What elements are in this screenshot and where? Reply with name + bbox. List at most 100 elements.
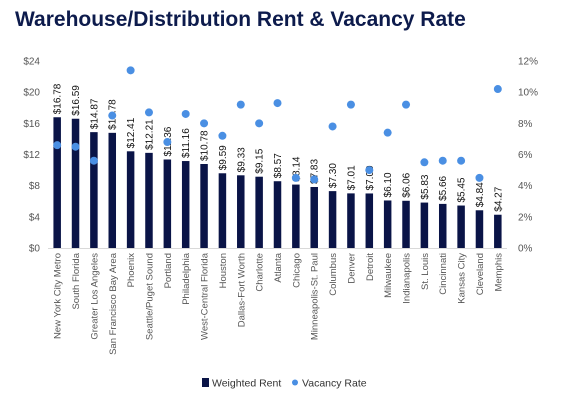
vacancy-point	[457, 156, 466, 165]
bar	[126, 151, 135, 248]
vacancy-point	[475, 173, 484, 182]
category-label: Indianapolis	[402, 253, 413, 304]
vacancy-point	[163, 138, 172, 147]
vacancy-point	[365, 166, 374, 175]
bar	[255, 176, 263, 248]
bar	[438, 203, 447, 248]
bar	[383, 200, 392, 248]
category-label: Columbus	[328, 253, 339, 296]
category-label: Milwaukee	[383, 253, 394, 298]
bar	[273, 181, 282, 248]
bar-data-label: $5.66	[438, 175, 449, 200]
category-label: Dallas-Fort Worth	[236, 253, 247, 327]
category-label: Philadelphia	[181, 252, 192, 304]
vacancy-point	[328, 122, 337, 131]
category-label: West-Central Florida	[200, 252, 211, 340]
category-label: Phoenix	[126, 253, 137, 288]
bar	[145, 152, 153, 248]
y-right-tick-label: 6%	[518, 150, 533, 161]
bar	[328, 191, 337, 248]
category-label: Portland	[163, 253, 174, 288]
vacancy-point	[108, 111, 117, 120]
vacancy-point	[144, 108, 153, 117]
category-label: Charlotte	[255, 253, 266, 292]
bar	[90, 132, 98, 248]
legend-swatch-vacancy	[292, 379, 298, 386]
vacancy-point	[218, 131, 227, 140]
category-label: Cincinnati	[438, 253, 449, 295]
bar-data-label: $6.10	[383, 172, 394, 197]
bar	[181, 161, 190, 248]
vacancy-point	[200, 119, 209, 128]
y-right-tick-label: 4%	[518, 181, 533, 192]
bar-data-label: $12.21	[144, 119, 155, 150]
bar	[163, 159, 172, 248]
y-left-tick-label: $20	[23, 88, 40, 99]
y-left-tick-label: $0	[29, 244, 41, 255]
vacancy-point	[181, 109, 190, 118]
bar	[200, 164, 208, 248]
category-label: New York City Metro	[53, 253, 64, 339]
vacancy-point	[420, 158, 429, 167]
bar-data-label: $11.16	[181, 128, 192, 158]
bar	[475, 210, 484, 248]
bar-data-label: $9.33	[236, 147, 247, 172]
vacancy-point	[383, 128, 392, 137]
vacancy-point	[71, 142, 80, 151]
category-label: Minneapolis-St. Paul	[310, 253, 321, 340]
bar-data-label: $5.45	[457, 177, 468, 202]
bar	[402, 200, 410, 248]
vacancy-point	[438, 156, 447, 165]
bar-data-label: $7.30	[328, 163, 339, 188]
bar-data-label: $7.83	[310, 159, 321, 184]
vacancy-point	[310, 175, 319, 184]
vacancy-point	[291, 173, 300, 182]
chart-title: Warehouse/Distribution Rent & Vacancy Ra…	[15, 8, 466, 31]
bar	[71, 118, 80, 248]
bar	[292, 184, 300, 248]
legend-label-rent: Weighted Rent	[212, 378, 281, 390]
bar	[53, 117, 61, 249]
bar-data-label: $9.59	[218, 145, 229, 170]
category-label: Detroit	[365, 253, 376, 281]
bar-data-label: $12.41	[126, 117, 137, 148]
bar-data-label: $16.78	[53, 83, 64, 114]
y-left-tick-label: $12	[23, 150, 40, 161]
vacancy-point	[126, 66, 135, 75]
y-right-tick-label: 12%	[518, 57, 538, 68]
bar-data-label: $7.01	[346, 165, 357, 190]
bar	[310, 186, 318, 248]
vacancy-point	[236, 100, 245, 109]
y-right-tick-label: 10%	[518, 88, 538, 99]
bar-data-label: $5.83	[420, 174, 431, 199]
y-right-tick-label: 0%	[518, 244, 533, 255]
category-label: Houston	[218, 253, 229, 288]
bar-data-label: $16.59	[71, 85, 82, 116]
bar	[218, 173, 227, 248]
vacancy-point	[346, 100, 355, 109]
category-label: Chicago	[291, 253, 302, 288]
y-left-tick-label: $4	[29, 212, 41, 223]
vacancy-point	[402, 100, 411, 109]
bar-data-label: $6.06	[402, 172, 413, 197]
bar-data-label: $10.78	[200, 130, 211, 161]
category-label: Kansas City	[457, 253, 468, 304]
vacancy-point	[53, 141, 62, 150]
y-left-tick-label: $16	[23, 119, 40, 130]
y-left-tick-label: $8	[29, 181, 41, 192]
bar-data-label: $9.15	[255, 148, 266, 173]
bar-data-label: $8.14	[291, 156, 302, 181]
category-label: Greater Los Angeles	[89, 253, 100, 340]
y-right-tick-label: 8%	[518, 119, 533, 130]
bar	[237, 175, 245, 248]
vacancy-point	[273, 99, 282, 108]
bar-data-label: $7.00	[365, 165, 376, 190]
bar-data-label: $4.84	[475, 182, 486, 207]
bar	[494, 214, 502, 248]
category-label: San Francisco Bay Area	[108, 252, 119, 355]
bar	[457, 205, 465, 248]
vacancy-point	[89, 156, 98, 165]
bar	[420, 202, 429, 248]
y-right-tick-label: 2%	[518, 212, 533, 223]
